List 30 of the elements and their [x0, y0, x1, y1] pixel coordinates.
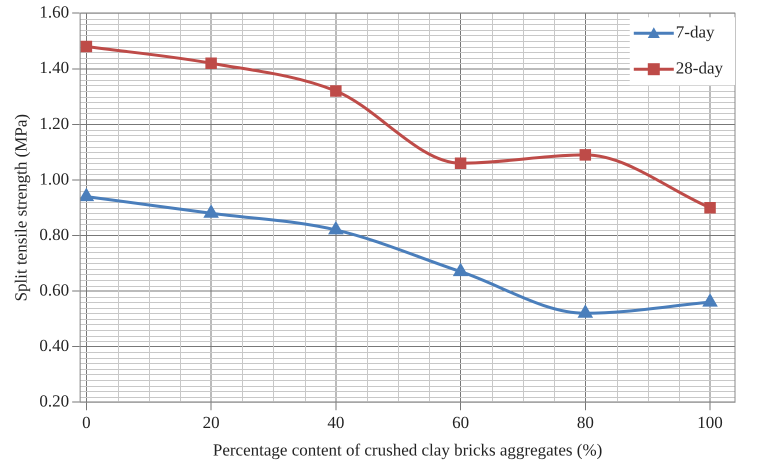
y-tick-label: 0.20 — [39, 392, 70, 411]
point — [578, 306, 592, 318]
point — [703, 294, 717, 307]
point — [454, 158, 466, 169]
point — [330, 85, 342, 97]
y-tick-label: 1.00 — [39, 169, 70, 188]
point — [204, 206, 218, 218]
y-tick-label: 1.60 — [39, 2, 70, 22]
point — [454, 264, 468, 276]
y-tick-label: 0.40 — [39, 336, 70, 356]
legend-label: 28-day — [676, 58, 724, 78]
y-axis-title: Split tensile strength (MPa) — [12, 114, 31, 302]
x-tick-label: 60 — [452, 412, 470, 432]
x-tick-label: 20 — [202, 412, 220, 432]
point — [205, 57, 217, 69]
point — [80, 189, 94, 202]
y-tick-label: 0.80 — [39, 224, 70, 244]
point — [580, 149, 592, 161]
point — [704, 202, 716, 214]
x-tick-label: 100 — [697, 412, 723, 432]
y-tick-label: 1.40 — [39, 58, 70, 78]
point — [329, 222, 343, 234]
x-axis-title: Percentage content of crushed clay bricks aggregates (%) — [212, 440, 602, 460]
y-tick-label: 1.20 — [39, 114, 70, 133]
y-tick-label: 0.60 — [39, 280, 70, 300]
legend-label: 7-day — [676, 22, 715, 42]
point — [80, 40, 92, 52]
x-tick-label: 80 — [576, 412, 594, 432]
x-tick-label: 40 — [327, 412, 344, 432]
x-tick-label: 0 — [82, 412, 91, 432]
